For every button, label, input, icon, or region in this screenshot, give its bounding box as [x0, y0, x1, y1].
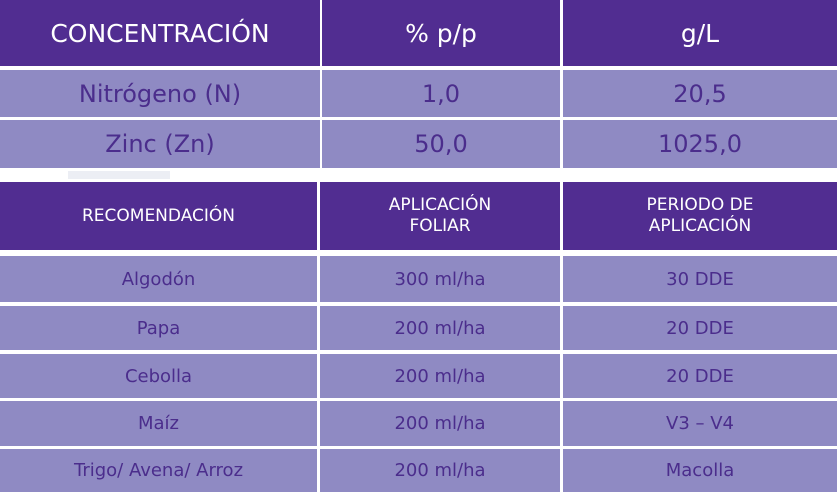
table-cell: 1,0: [322, 70, 560, 117]
table-cell: Nitrógeno (N): [0, 70, 320, 117]
table-header-cell: CONCENTRACIÓN: [0, 0, 320, 66]
table-cell: 50,0: [322, 120, 560, 168]
table-cell: 20 DDE: [563, 306, 837, 350]
table-header-cell: % p/p: [322, 0, 560, 66]
table-header-cell: RECOMENDACIÓN: [0, 182, 317, 250]
table-cell: Macolla: [563, 449, 837, 492]
table-header-cell: g/L: [563, 0, 837, 66]
table-cell: 20,5: [563, 70, 837, 117]
table-header-cell: PERIODO DE APLICACIÓN: [563, 182, 837, 250]
table-cell: 200 ml/ha: [320, 354, 560, 398]
table-cell: Cebolla: [0, 354, 317, 398]
table-cell: 20 DDE: [563, 354, 837, 398]
table-cell: 200 ml/ha: [320, 401, 560, 446]
table-cell: Algodón: [0, 256, 317, 302]
table-cell: Zinc (Zn): [0, 120, 320, 168]
table-cell: 200 ml/ha: [320, 306, 560, 350]
table-cell: Maíz: [0, 401, 317, 446]
table-cell: 200 ml/ha: [320, 449, 560, 492]
table-cell: 300 ml/ha: [320, 256, 560, 302]
table-cell: Papa: [0, 306, 317, 350]
divider: [68, 171, 170, 179]
table-header-cell: APLICACIÓN FOLIAR: [320, 182, 560, 250]
table-cell: Trigo/ Avena/ Arroz: [0, 449, 317, 492]
table-cell: 30 DDE: [563, 256, 837, 302]
table-cell: 1025,0: [563, 120, 837, 168]
table-cell: V3 – V4: [563, 401, 837, 446]
